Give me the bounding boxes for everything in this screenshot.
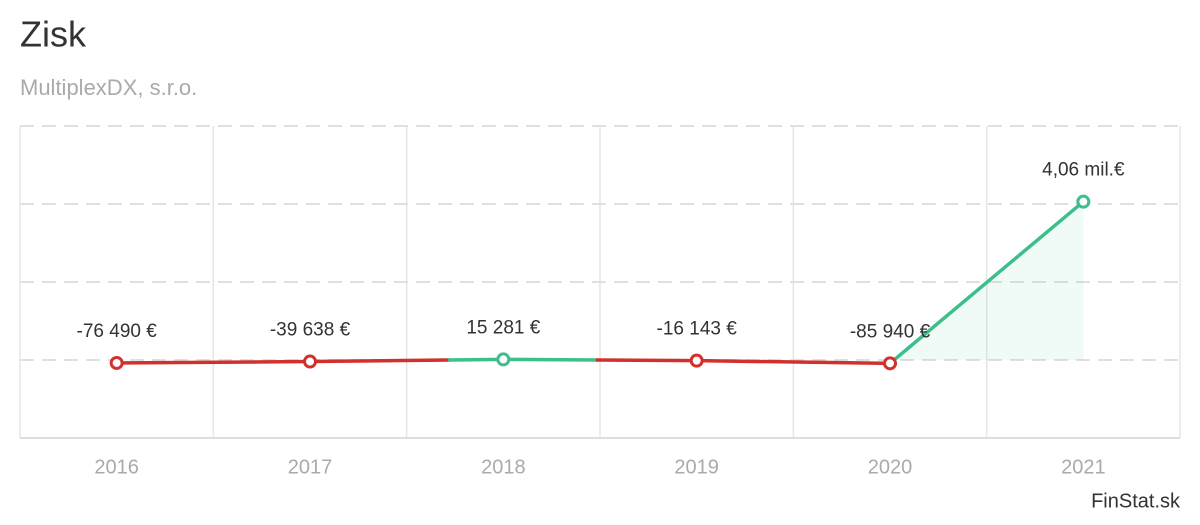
- point: [1076, 194, 1091, 209]
- line-segment: [694, 358, 892, 366]
- data-label: -85 940 €: [850, 321, 931, 342]
- line-segment: [595, 358, 699, 363]
- chart-title: Zisk: [20, 14, 87, 55]
- x-tick-label: 2016: [94, 456, 139, 478]
- line-segment: [447, 357, 506, 362]
- x-tick-label: 2017: [288, 456, 333, 478]
- data-label: -16 143 €: [657, 319, 738, 340]
- line-segment: [501, 357, 600, 362]
- source: FinStat.sk: [1091, 490, 1181, 512]
- x-tick-label: 2021: [1061, 456, 1106, 478]
- point: [303, 354, 317, 369]
- x-tick-label: 2020: [868, 456, 913, 478]
- x-tick-label: 2018: [481, 456, 526, 478]
- x-tick-label: 2019: [674, 456, 719, 478]
- point: [109, 355, 124, 370]
- point: [689, 353, 704, 368]
- chart-subtitle: MultiplexDX, s.r.o.: [20, 75, 197, 100]
- point: [883, 356, 897, 371]
- line-segment: [892, 199, 1086, 362]
- point: [496, 352, 511, 367]
- data-label: -76 490 €: [77, 321, 158, 342]
- line-segment: [114, 359, 312, 365]
- data-label: -39 638 €: [270, 320, 351, 341]
- line-segment: [308, 358, 452, 364]
- data-label: 15 281 €: [466, 317, 540, 338]
- data-label: 4,06 mil.€: [1042, 160, 1125, 181]
